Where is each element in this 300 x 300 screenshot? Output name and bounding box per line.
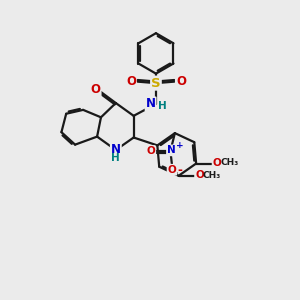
Text: N: N [111,142,121,156]
Text: O: O [126,75,136,88]
Text: S: S [151,76,161,90]
Text: H: H [111,153,120,163]
Text: N: N [167,146,176,155]
Text: O: O [91,82,100,96]
Text: O: O [176,75,186,88]
Text: O: O [195,170,204,180]
Text: O: O [167,165,176,175]
Text: N: N [146,98,156,110]
Text: O: O [146,146,155,156]
Text: CH₃: CH₃ [220,158,238,167]
Text: CH₃: CH₃ [202,171,221,180]
Text: H: H [158,101,167,111]
Text: +: + [176,141,183,150]
Text: O: O [213,158,221,168]
Text: -: - [178,164,183,177]
